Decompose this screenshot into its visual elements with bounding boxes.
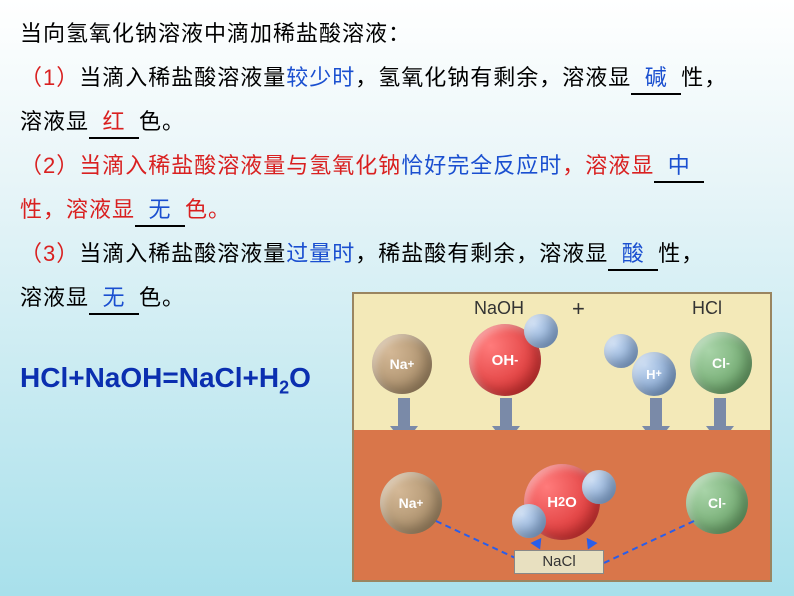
small-sphere-1	[524, 314, 558, 348]
cl-sup2: -	[722, 497, 726, 510]
h2o-h: H	[547, 494, 558, 511]
diagram-top-region: NaOH + HCl Na+ OH- H+ Cl-	[354, 294, 770, 434]
oh-txt: OH	[492, 352, 515, 369]
p2-text-a: 当滴入稀盐酸溶液量与氢氧化钠	[79, 153, 401, 178]
p3-blank-1: 酸	[608, 241, 658, 271]
h2o-o: O	[565, 494, 577, 511]
cl-sup: -	[726, 357, 730, 370]
h2o-sub: 2	[558, 495, 565, 509]
h-ion: H+	[632, 352, 676, 396]
na-ion-bottom: Na+	[380, 472, 442, 534]
naoh-label: NaOH	[474, 298, 524, 319]
cl-ion-bottom: Cl-	[686, 472, 748, 534]
p1-blank-1: 碱	[631, 65, 681, 95]
oh-sup: -	[514, 353, 518, 367]
p3-text-d: 性，	[658, 241, 704, 266]
p2-text-c: ，溶液显	[562, 153, 654, 178]
p3-emph: 过量时	[286, 241, 355, 266]
na-sup: +	[408, 358, 415, 371]
eq-rhs: O	[289, 362, 311, 393]
small-sphere-2	[604, 334, 638, 368]
p3-text-c: ，稀盐酸有剩余，溶液显	[355, 241, 608, 266]
small-sphere-4	[582, 470, 616, 504]
small-sphere-3	[512, 504, 546, 538]
na-txt2: Na	[399, 495, 417, 511]
na-txt: Na	[390, 356, 408, 372]
na-ion-top: Na+	[372, 334, 432, 394]
num-2: （2）	[20, 153, 79, 178]
eq-sub: 2	[279, 378, 289, 398]
paragraph-2: （2）当滴入稀盐酸溶液量与氢氧化钠恰好完全反应时，溶液显中 性，溶液显无色。	[20, 144, 774, 232]
h-txt: H	[646, 367, 655, 382]
p2-text-d: 性，溶液显	[20, 197, 135, 222]
h-sup: +	[656, 368, 662, 380]
cl-txt: Cl	[712, 355, 726, 371]
nacl-product-box: NaCl	[514, 550, 604, 574]
na-sup2: +	[417, 497, 424, 510]
p1-text-a: 当滴入稀盐酸溶液量	[79, 65, 286, 90]
p1-text-f: 色。	[139, 109, 185, 134]
p3-text-a: 当滴入稀盐酸溶液量	[79, 241, 286, 266]
p3-text-e: 溶液显	[20, 285, 89, 310]
p1-text-d: 性，	[681, 65, 727, 90]
eq-lhs: HCl+NaOH=NaCl+H	[20, 362, 279, 393]
intro-line: 当向氢氧化钠溶液中滴加稀盐酸溶液：	[20, 12, 774, 56]
p2-blank-1: 中	[654, 153, 704, 183]
num-1: （1）	[20, 65, 79, 90]
p2-blank-2: 无	[135, 197, 185, 227]
paragraph-1: （1）当滴入稀盐酸溶液量较少时，氢氧化钠有剩余，溶液显碱性， 溶液显红色。	[20, 56, 774, 144]
p3-text-f: 色。	[139, 285, 185, 310]
plus-label: +	[572, 296, 585, 322]
p1-text-c: ，氢氧化钠有剩余，溶液显	[355, 65, 631, 90]
p2-text-e: 色。	[185, 197, 231, 222]
p2-emph: 恰好完全反应时	[401, 153, 562, 178]
p3-blank-2: 无	[89, 285, 139, 315]
p1-blank-2: 红	[89, 109, 139, 139]
cl-ion-top: Cl-	[690, 332, 752, 394]
p1-text-e: 溶液显	[20, 109, 89, 134]
reaction-diagram: NaOH + HCl Na+ OH- H+ Cl- Na+ H2O Cl- Na…	[352, 292, 772, 582]
hcl-label: HCl	[692, 298, 722, 319]
p1-emph: 较少时	[286, 65, 355, 90]
num-3: （3）	[20, 241, 79, 266]
cl-txt2: Cl	[708, 495, 722, 511]
